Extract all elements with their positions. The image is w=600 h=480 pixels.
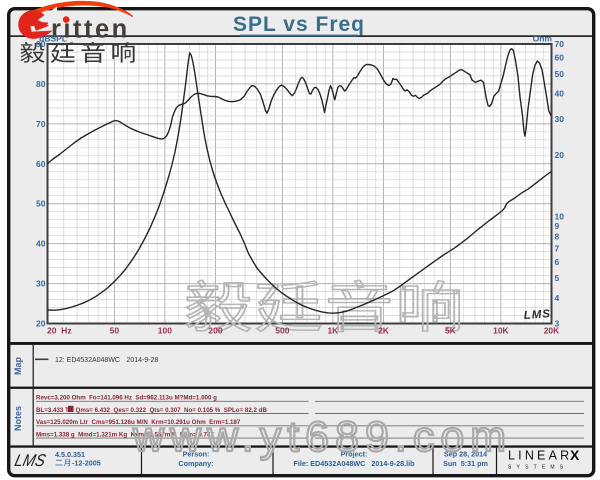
svg-text:70: 70	[555, 39, 565, 49]
svg-text:Company:: Company:	[178, 459, 213, 468]
svg-text:Project:: Project:	[341, 450, 368, 459]
svg-text:50: 50	[110, 326, 120, 336]
svg-text:40: 40	[555, 89, 565, 99]
svg-text:30: 30	[555, 114, 565, 124]
svg-text:40: 40	[36, 239, 46, 249]
svg-text:60: 60	[36, 159, 46, 169]
svg-text:LMS: LMS	[13, 450, 48, 470]
svg-text:SYSTEMS: SYSTEMS	[508, 465, 568, 471]
svg-text:X: X	[570, 447, 580, 463]
svg-text:SPL vs Freq: SPL vs Freq	[233, 13, 365, 36]
svg-text:30: 30	[36, 279, 46, 289]
svg-text:Map: Map	[13, 356, 23, 375]
svg-text:20K: 20K	[544, 326, 560, 336]
svg-text:LINEAR: LINEAR	[508, 449, 572, 463]
svg-text:5K: 5K	[445, 326, 457, 336]
svg-text:12: ED4532A048WC: 12: ED4532A048WC	[55, 357, 120, 364]
svg-text:4: 4	[555, 293, 560, 303]
svg-text:2014-9-28: 2014-9-28	[127, 357, 159, 364]
svg-text:Sep 28, 2014: Sep 28, 2014	[444, 450, 487, 459]
svg-text:Sun 5:31 pm: Sun 5:31 pm	[443, 459, 488, 468]
svg-text:LMS: LMS	[523, 308, 551, 322]
svg-text:500: 500	[275, 326, 289, 336]
svg-text:-12-2005: -12-2005	[72, 459, 101, 468]
svg-text:File: ED4532A048WC 2014-9-28: File: ED4532A048WC 2014-9-28.lib	[293, 459, 415, 468]
svg-text:6: 6	[555, 257, 560, 267]
svg-text:10: 10	[555, 212, 565, 222]
svg-text:Notes: Notes	[13, 406, 23, 431]
svg-text:BL=3.433 T: BL=3.433 T	[36, 407, 69, 414]
svg-text:1K: 1K	[327, 326, 339, 336]
svg-text:Person:: Person:	[183, 450, 210, 459]
svg-text:80: 80	[36, 79, 46, 89]
svg-text:Qms= 6.432 Qes= 0.322 Qts= 0: Qms= 6.432 Qes= 0.322 Qts= 0.307 No= 0.1…	[76, 407, 268, 414]
svg-text:20: 20	[36, 319, 46, 329]
svg-text:2K: 2K	[378, 326, 390, 336]
svg-text:200: 200	[208, 326, 222, 336]
svg-text:9: 9	[555, 221, 560, 231]
svg-text:90: 90	[36, 39, 46, 49]
svg-text:7: 7	[555, 243, 560, 253]
svg-text:dBSPL: dBSPL	[39, 34, 67, 44]
svg-text:3: 3	[555, 319, 560, 329]
svg-text:70: 70	[36, 119, 46, 129]
svg-text:www.yt689.com: www.yt689.com	[132, 413, 512, 461]
svg-text:20: 20	[555, 150, 565, 160]
svg-text:20 Hz: 20 Hz	[47, 326, 72, 336]
svg-text:4.5.0.351: 4.5.0.351	[55, 450, 85, 459]
svg-text:Ohm: Ohm	[533, 34, 553, 44]
svg-text:50: 50	[36, 199, 46, 209]
svg-text:Mms=1.338 g Mmd=1.321m Kg Kx: Mms=1.338 g Mmd=1.321m Kg Kxm= 1.557m H …	[36, 431, 214, 438]
svg-text:10K: 10K	[493, 326, 509, 336]
svg-text:5: 5	[555, 273, 560, 283]
svg-text:60: 60	[555, 53, 565, 63]
svg-text:Vas=125.020m Ltr Cms=951.126u: Vas=125.020m Ltr Cms=951.126u M/N Krm=10…	[36, 419, 241, 426]
svg-text:8: 8	[555, 232, 560, 242]
svg-text:Revc=3.200 Ohm Fo=141.096 Hz: Revc=3.200 Ohm Fo=141.096 Hz Sd=962.113u…	[36, 395, 217, 402]
svg-text:100: 100	[158, 326, 172, 336]
svg-text:50: 50	[555, 69, 565, 79]
